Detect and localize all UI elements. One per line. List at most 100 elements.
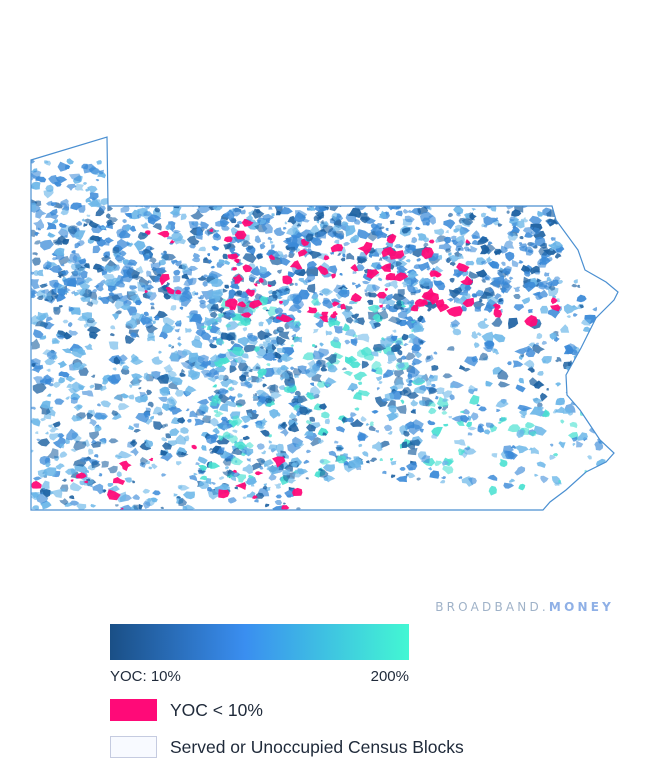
census-block <box>235 290 243 296</box>
census-block <box>491 453 498 458</box>
census-block <box>407 382 412 387</box>
census-block <box>176 461 182 466</box>
census-block <box>172 275 181 283</box>
census-block <box>419 340 424 344</box>
census-block <box>316 380 326 388</box>
census-block <box>473 342 480 348</box>
census-block <box>503 482 515 489</box>
census-block <box>429 470 440 479</box>
census-block <box>176 320 182 325</box>
census-block <box>223 236 233 243</box>
census-block <box>477 320 490 329</box>
census-block <box>210 481 216 485</box>
census-block <box>191 338 203 349</box>
census-block <box>254 499 259 503</box>
census-block <box>595 424 607 433</box>
census-block <box>129 447 139 457</box>
census-block <box>363 353 374 361</box>
census-block <box>463 367 471 372</box>
census-block <box>315 319 325 328</box>
census-block <box>292 368 302 376</box>
census-block <box>360 416 367 422</box>
census-block <box>206 298 216 304</box>
census-block <box>158 259 166 266</box>
census-block <box>539 242 547 249</box>
census-block <box>458 228 469 237</box>
census-block <box>592 306 598 312</box>
census-block <box>341 221 349 227</box>
census-block <box>236 473 247 483</box>
census-block <box>171 229 181 234</box>
census-block <box>234 486 239 490</box>
census-block <box>443 219 456 230</box>
census-block <box>406 285 417 294</box>
census-block <box>242 327 247 332</box>
census-block <box>231 456 244 466</box>
census-block <box>567 387 572 391</box>
census-block <box>426 266 431 271</box>
census-block <box>222 469 232 477</box>
census-block <box>298 289 310 300</box>
census-block <box>278 314 294 323</box>
census-block <box>345 356 353 365</box>
census-block <box>294 282 298 286</box>
census-block <box>311 293 319 301</box>
census-block <box>476 404 481 407</box>
census-block <box>254 393 257 397</box>
census-block <box>334 440 339 444</box>
census-block <box>513 304 525 312</box>
census-block <box>229 365 237 374</box>
census-block <box>224 259 231 265</box>
census-block <box>504 251 515 262</box>
census-block <box>229 283 240 290</box>
census-block <box>240 381 252 388</box>
census-block <box>359 216 371 224</box>
census-block <box>452 287 463 294</box>
census-block <box>265 397 273 404</box>
census-block <box>52 421 61 428</box>
census-block <box>71 250 76 254</box>
census-block <box>517 404 533 412</box>
census-block <box>307 359 317 369</box>
census-block <box>132 480 136 484</box>
census-block <box>533 425 547 436</box>
census-block <box>224 284 229 289</box>
census-block <box>106 219 116 227</box>
census-block <box>216 374 225 381</box>
census-block <box>194 418 205 426</box>
census-block <box>549 332 557 340</box>
census-block <box>192 252 201 259</box>
census-block <box>59 451 68 458</box>
census-block <box>441 390 452 398</box>
census-block <box>89 418 97 427</box>
census-block <box>38 313 47 321</box>
census-block <box>388 280 399 290</box>
census-block <box>372 284 381 292</box>
census-block <box>228 497 237 504</box>
census-block <box>513 294 521 300</box>
census-block <box>101 460 109 468</box>
census-block <box>391 329 397 333</box>
census-block <box>266 464 279 475</box>
census-block <box>119 273 133 283</box>
census-block <box>251 462 262 471</box>
census-block <box>31 203 37 212</box>
census-block <box>382 470 387 475</box>
census-block <box>191 257 201 263</box>
census-block <box>118 250 127 257</box>
census-block <box>250 265 262 276</box>
census-block <box>288 382 295 388</box>
census-block <box>387 316 403 325</box>
census-block <box>458 364 466 371</box>
census-block <box>495 202 503 206</box>
census-block <box>51 488 63 498</box>
census-block <box>328 450 337 458</box>
census-block <box>100 198 109 206</box>
census-block <box>541 340 548 345</box>
census-block <box>332 311 338 316</box>
census-block <box>161 437 167 442</box>
census-block <box>369 421 374 426</box>
census-block <box>60 208 69 216</box>
census-block <box>471 355 478 363</box>
census-block <box>318 439 324 444</box>
